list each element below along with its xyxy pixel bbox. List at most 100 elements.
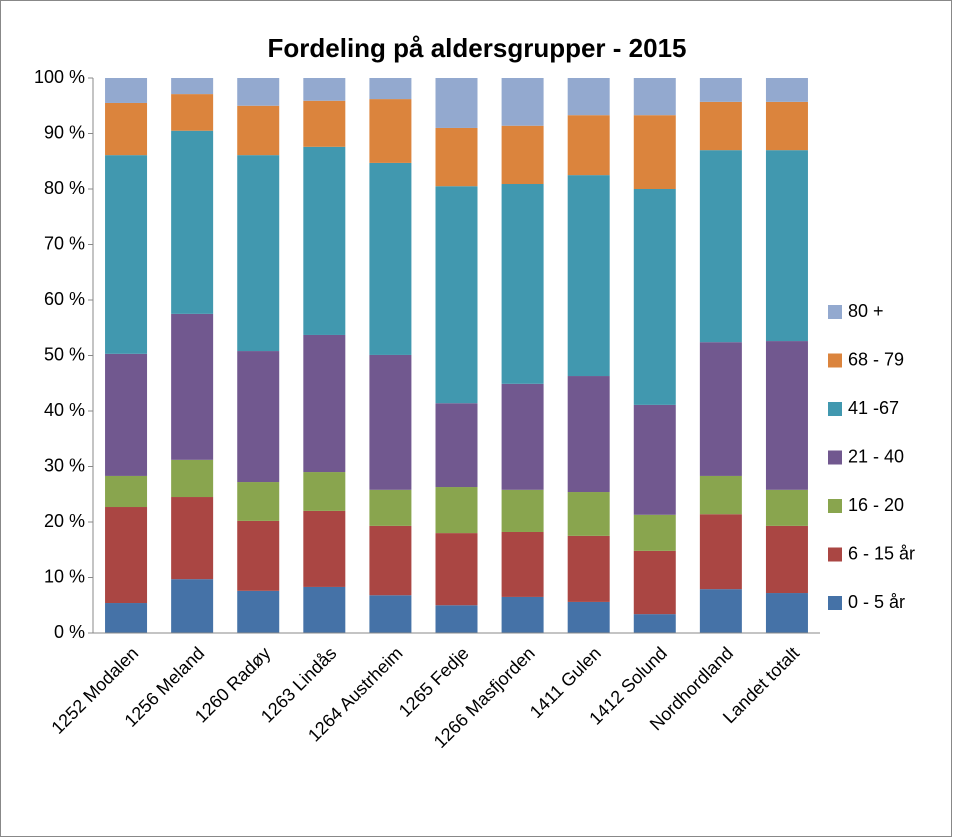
- bar-segment: [369, 99, 412, 163]
- bar-segment: [105, 102, 148, 156]
- legend-swatch: [828, 402, 842, 416]
- legend-label: 68 - 79: [848, 349, 904, 369]
- bar-segment: [765, 150, 808, 342]
- legend-label: 0 - 5 år: [848, 592, 905, 612]
- legend-label: 41 -67: [848, 398, 899, 418]
- bar-segment: [435, 487, 478, 534]
- legend-swatch: [828, 353, 842, 368]
- bar-segment: [765, 593, 808, 633]
- chart-title: Fordeling på aldersgrupper - 2015: [268, 33, 687, 63]
- bar-segment: [765, 101, 808, 151]
- bar-segment: [435, 186, 478, 404]
- y-tick-label: 20 %: [44, 511, 85, 531]
- bar-segment: [699, 78, 742, 102]
- legend-swatch: [828, 450, 842, 465]
- bar-segment: [171, 94, 214, 131]
- bar-segment: [237, 155, 280, 352]
- legend-label: 21 - 40: [848, 446, 904, 466]
- y-tick-label: 30 %: [44, 455, 85, 475]
- bar-segment: [369, 78, 412, 100]
- bar-segment: [237, 482, 280, 521]
- bar-segment: [699, 342, 742, 476]
- bar-segment: [699, 150, 742, 343]
- bar-segment: [105, 603, 148, 633]
- bar-segment: [567, 535, 610, 602]
- bar-segment: [699, 101, 742, 151]
- bar-segment: [237, 590, 280, 633]
- bar-segment: [171, 130, 214, 314]
- bar-segment: [435, 403, 478, 488]
- bar-segment: [369, 354, 412, 490]
- bar-segment: [303, 78, 346, 101]
- y-tick-label: 60 %: [44, 289, 85, 309]
- bar-segment: [633, 614, 676, 633]
- bar-segment: [765, 341, 808, 490]
- bar-segment: [303, 146, 346, 335]
- bar-segment: [369, 525, 412, 596]
- bar-segment: [567, 175, 610, 377]
- bar-segment: [237, 351, 280, 483]
- y-tick-label: 80 %: [44, 178, 85, 198]
- bar-segment: [303, 510, 346, 587]
- bar-segment: [105, 78, 148, 103]
- bar-segment: [633, 189, 676, 405]
- bar-segment: [501, 531, 544, 597]
- bar-segment: [765, 489, 808, 526]
- bar-segment: [237, 105, 280, 156]
- legend-label: 16 - 20: [848, 495, 904, 515]
- bar-segment: [567, 78, 610, 116]
- legend-swatch: [828, 596, 842, 610]
- bar-segment: [501, 78, 544, 126]
- bar-segment: [633, 404, 676, 515]
- y-tick-label: 90 %: [44, 122, 85, 142]
- bar-segment: [435, 533, 478, 606]
- bar-segment: [303, 334, 346, 473]
- y-tick-label: 100 %: [34, 67, 85, 87]
- bar-segment: [171, 579, 214, 633]
- bar-segment: [105, 507, 148, 604]
- bar-segment: [501, 489, 544, 532]
- bar-segment: [171, 78, 214, 95]
- y-tick-label: 40 %: [44, 400, 85, 420]
- legend-label: 6 - 15 år: [848, 543, 915, 563]
- y-tick-label: 10 %: [44, 566, 85, 586]
- y-tick-label: 70 %: [44, 233, 85, 253]
- bar-segment: [171, 497, 214, 580]
- bar-segment: [303, 472, 346, 511]
- bar-segment: [237, 520, 280, 591]
- bar-segment: [699, 475, 742, 515]
- bar-segment: [765, 78, 808, 102]
- bar-segment: [105, 353, 148, 476]
- bar-segment: [369, 162, 412, 355]
- bar-segment: [633, 514, 676, 551]
- bar-segment: [699, 514, 742, 590]
- bar-segment: [501, 125, 544, 185]
- bar-segment: [105, 155, 148, 354]
- bar-segment: [633, 115, 676, 189]
- bar-segment: [105, 475, 148, 508]
- bar-segment: [303, 586, 346, 633]
- bar-segment: [633, 78, 676, 116]
- bar-segment: [501, 596, 544, 633]
- bar-segment: [567, 376, 610, 493]
- bar-segment: [567, 492, 610, 536]
- y-tick-label: 50 %: [44, 344, 85, 364]
- bar-segment: [369, 595, 412, 633]
- legend-swatch: [828, 547, 842, 562]
- legend-swatch: [828, 499, 842, 513]
- bar-segment: [699, 589, 742, 633]
- bar-segment: [567, 115, 610, 176]
- bar-segment: [435, 605, 478, 633]
- legend-swatch: [828, 305, 842, 319]
- bar-segment: [765, 525, 808, 594]
- y-tick-label: 0 %: [54, 622, 85, 642]
- bar-segment: [369, 489, 412, 526]
- bar-segment: [171, 459, 214, 498]
- bar-segment: [435, 78, 478, 128]
- bar-segment: [567, 601, 610, 633]
- bar-segment: [303, 100, 346, 147]
- bar-segment: [633, 550, 676, 615]
- bar-segment: [171, 313, 214, 460]
- bar-segment: [237, 78, 280, 106]
